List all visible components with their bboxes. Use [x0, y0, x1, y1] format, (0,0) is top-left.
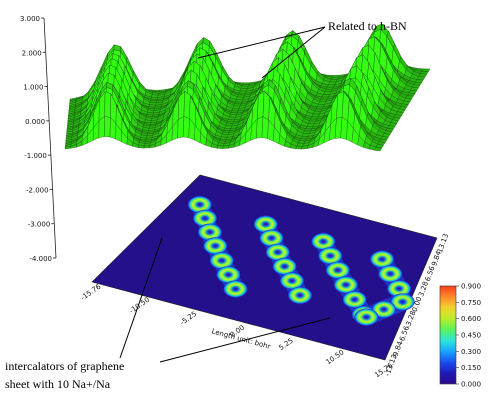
graphene-label-line1: intercalators of graphene [5, 359, 124, 373]
intercalator-ring [259, 229, 284, 247]
surface-cell [216, 145, 224, 149]
intercalator-ring [370, 250, 395, 268]
colorbar-tick-label: 0.600 [461, 315, 481, 323]
z-axis-line [43, 17, 57, 259]
z-tick-label: -1.000 [24, 152, 47, 160]
x-tick-label: -5.25 [179, 310, 198, 327]
intercalator-ring [390, 293, 415, 311]
colorbar-tick-label: 0.150 [461, 364, 481, 372]
intercalator-ring [387, 280, 412, 298]
z-tick-label: 1.000 [23, 84, 43, 92]
surface-cell [239, 88, 248, 92]
surface-cell [228, 116, 236, 120]
surface-cell [177, 116, 185, 139]
intercalator-ring [333, 276, 358, 294]
colorbar-tick-label: 0.300 [461, 348, 481, 356]
hbn-label: Related to h-BN [328, 19, 407, 33]
intercalator-ring [325, 261, 350, 279]
surface-cell [182, 116, 190, 138]
surface-cell [231, 108, 240, 112]
colorbar-tick-label: 0.000 [461, 381, 481, 389]
y-tick-label: 13.13 [436, 233, 450, 255]
colorbar-scale [439, 285, 457, 385]
y-tick-label: 3.28 [417, 280, 430, 297]
intercalator-ring [223, 280, 248, 298]
surface-cell [236, 96, 244, 101]
surface-cell [374, 147, 382, 152]
intercalator-ring [288, 286, 312, 304]
surface-cell [242, 82, 251, 85]
hbn-leader-line [261, 26, 326, 79]
surface-cell [104, 116, 111, 138]
intercalator-ring [342, 291, 367, 308]
x-tick-label: -15.76 [79, 282, 103, 302]
z-tick-label: 2.000 [22, 49, 42, 57]
surface-cell [104, 91, 111, 118]
graphene-leader-line [119, 237, 163, 359]
intercalator-ring [197, 223, 222, 241]
intercalator-ring [378, 265, 403, 283]
surface-cell [143, 145, 151, 149]
z-axis: 3.000 2.000 1.000 0.000 -1.000 -2.000 -3.000 -4… [20, 15, 57, 263]
graphene-leader-line [159, 317, 331, 363]
surface-cell [232, 105, 241, 109]
z-tick-label: -4.000 [29, 255, 52, 263]
z-tick-label: 3.000 [20, 15, 40, 23]
surface-cell [238, 90, 247, 94]
green-surface [64, 23, 431, 152]
intercalator-ring [354, 308, 379, 326]
x-tick-label: 10.50 [325, 348, 346, 366]
hbn-leader-line [197, 26, 326, 59]
colorbar-tick-label: 0.900 [461, 283, 481, 291]
colorbar-tick-label: 0.450 [461, 332, 481, 340]
intercalator-ring [371, 300, 396, 318]
x-tick-label: 5.25 [277, 337, 294, 352]
intercalator-ring [265, 243, 290, 261]
y-tick-label: 6.56 [424, 265, 437, 283]
intercalator-ring [311, 233, 336, 250]
intercalator-ring [209, 252, 234, 270]
surface-cell [183, 90, 191, 119]
colorbar: 0.000 0.150 0.300 0.450 0.600 0.750 0.900 [439, 283, 481, 389]
surface-cell [235, 99, 243, 103]
intercalator-ring [272, 257, 297, 275]
intercalator-ring [253, 215, 278, 233]
x-tick-label: -10.50 [128, 296, 151, 316]
z-tick-label: -3.000 [28, 221, 51, 229]
intercalator-map [91, 174, 438, 363]
intercalator-ring [203, 237, 228, 255]
annotations: Related to h-BN intercalators of graphen… [5, 19, 407, 391]
intercalator-ring [193, 209, 217, 227]
colorbar-tick-label: 0.750 [461, 299, 481, 307]
intercalator-ring [280, 272, 304, 290]
z-tick-label: -2.000 [26, 186, 49, 194]
z-tick-label: 0.000 [25, 118, 45, 126]
graphene-label-line2: sheet with 10 Na+/Na [5, 377, 111, 391]
intercalator-ring [216, 266, 241, 284]
intercalator-ring [187, 196, 212, 214]
map-plane [91, 174, 438, 361]
intercalator-ring [318, 247, 343, 265]
